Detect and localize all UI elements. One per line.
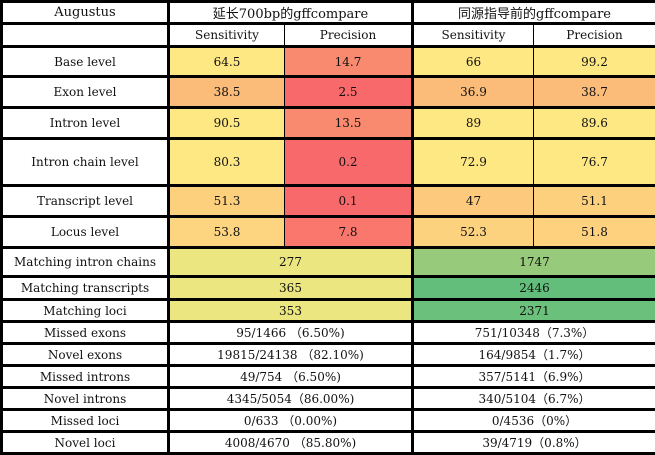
corner-header: Augustus — [0, 0, 170, 25]
precision-cell: 99.2 — [532, 45, 655, 78]
sensitivity-cell: 53.8 — [167, 215, 285, 249]
sensitivity-header: Sensitivity — [167, 22, 285, 48]
row-label: Base level — [0, 45, 170, 78]
precision-cell: 0.2 — [284, 137, 414, 187]
level-row: Transcript level 51.3 0.1 47 51.1 — [0, 184, 655, 218]
sensitivity-cell: 89 — [411, 106, 534, 140]
group-header-extended: 延长700bp的gffcompare — [167, 0, 414, 25]
row-label: Intron chain level — [0, 137, 170, 187]
matching-row: Matching transcripts 365 2446 — [0, 275, 655, 301]
count-row: Novel introns 4345/5054（86.00%) 340/5104（6… — [0, 386, 655, 411]
extended-value: 95/1466 （6.50%) — [167, 320, 414, 345]
precision-cell: 14.7 — [284, 45, 414, 78]
row-label: Novel introns — [0, 386, 170, 411]
row-label: Missed introns — [0, 364, 170, 389]
extended-value: 353 — [167, 298, 414, 323]
matching-row: Matching intron chains 277 1747 — [0, 246, 655, 278]
sensitivity-cell: 36.9 — [411, 75, 534, 109]
sensitivity-cell: 47 — [411, 184, 534, 218]
sensitivity-header: Sensitivity — [411, 22, 534, 48]
header-row: Augustus 延长700bp的gffcompare 同源指导前的gffcom… — [0, 0, 655, 25]
precision-cell: 7.8 — [284, 215, 414, 249]
count-row: Missed loci 0/633 （0.00%) 0/4536（0%） — [0, 408, 655, 433]
extended-value: 49/754 （6.50%) — [167, 364, 414, 389]
row-label: Intron level — [0, 106, 170, 140]
count-row: Novel loci 4008/4670 （85.80%) 39/4719（0.8%… — [0, 430, 655, 455]
count-row: Missed introns 49/754 （6.50%) 357/5141（6.9… — [0, 364, 655, 389]
sensitivity-cell: 66 — [411, 45, 534, 78]
row-label: Novel exons — [0, 342, 170, 367]
level-row: Exon level 38.5 2.5 36.9 38.7 — [0, 75, 655, 109]
group-header-before-homology: 同源指导前的gffcompare — [410, 0, 655, 25]
precision-cell: 51.8 — [532, 215, 655, 249]
extended-value: 277 — [167, 246, 414, 278]
row-label: Exon level — [0, 75, 170, 109]
level-row: Base level 64.5 14.7 66 99.2 — [0, 45, 655, 78]
before-homology-value: 0/4536（0%） — [410, 408, 655, 433]
precision-cell: 2.5 — [284, 75, 414, 109]
empty-cell — [0, 22, 170, 48]
before-homology-value: 2371 — [410, 298, 655, 323]
before-homology-value: 39/4719（0.8%） — [410, 430, 655, 455]
extended-value: 4345/5054（86.00%) — [167, 386, 414, 411]
before-homology-value: 164/9854（1.7%） — [410, 342, 655, 367]
precision-header: Precision — [284, 22, 414, 48]
sensitivity-cell: 90.5 — [167, 106, 285, 140]
precision-cell: 76.7 — [532, 137, 655, 187]
level-row: Locus level 53.8 7.8 52.3 51.8 — [0, 215, 655, 249]
row-label: Transcript level — [0, 184, 170, 218]
before-homology-value: 1747 — [410, 246, 655, 278]
count-row: Missed exons 95/1466 （6.50%) 751/10348（7.3… — [0, 320, 655, 345]
extended-value: 365 — [167, 275, 414, 301]
precision-cell: 0.1 — [284, 184, 414, 218]
precision-cell: 89.6 — [532, 106, 655, 140]
row-label: Novel loci — [0, 430, 170, 455]
row-label: Locus level — [0, 215, 170, 249]
before-homology-value: 2446 — [410, 275, 655, 301]
row-label: Matching intron chains — [0, 246, 170, 278]
row-label: Missed loci — [0, 408, 170, 433]
sensitivity-cell: 80.3 — [167, 137, 285, 187]
extended-value: 19815/24138 （82.10%) — [167, 342, 414, 367]
extended-value: 4008/4670 （85.80%) — [167, 430, 414, 455]
sensitivity-cell: 51.3 — [167, 184, 285, 218]
count-row: Novel exons 19815/24138 （82.10%) 164/9854（… — [0, 342, 655, 367]
before-homology-value: 340/5104（6.7%） — [410, 386, 655, 411]
sensitivity-cell: 52.3 — [411, 215, 534, 249]
sensitivity-cell: 72.9 — [411, 137, 534, 187]
row-label: Matching transcripts — [0, 275, 170, 301]
subheader-row: Sensitivity Precision Sensitivity Precis… — [0, 22, 655, 48]
precision-cell: 13.5 — [284, 106, 414, 140]
extended-value: 0/633 （0.00%) — [167, 408, 414, 433]
precision-header: Precision — [532, 22, 655, 48]
level-row: Intron level 90.5 13.5 89 89.6 — [0, 106, 655, 140]
before-homology-value: 751/10348（7.3%） — [410, 320, 655, 345]
matching-row: Matching loci 353 2371 — [0, 298, 655, 323]
row-label: Missed exons — [0, 320, 170, 345]
row-label: Matching loci — [0, 298, 170, 323]
precision-cell: 38.7 — [532, 75, 655, 109]
precision-cell: 51.1 — [532, 184, 655, 218]
level-row: Intron chain level 80.3 0.2 72.9 76.7 — [0, 137, 655, 187]
sensitivity-cell: 38.5 — [167, 75, 285, 109]
before-homology-value: 357/5141（6.9%） — [410, 364, 655, 389]
sensitivity-cell: 64.5 — [167, 45, 285, 78]
